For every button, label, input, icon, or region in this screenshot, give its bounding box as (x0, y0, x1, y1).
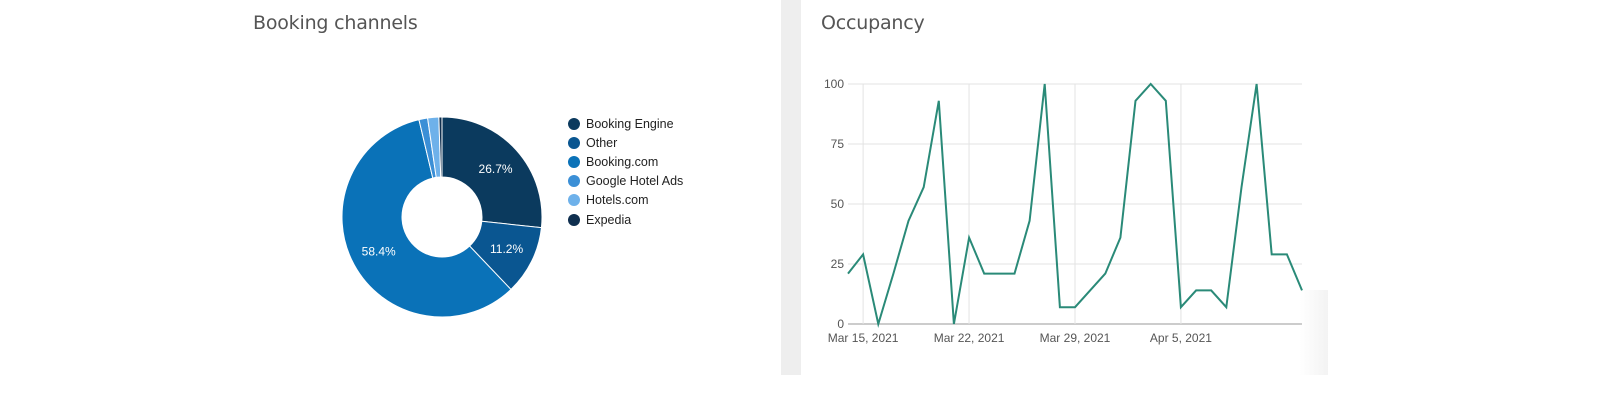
scroll-shadow (1300, 290, 1328, 375)
occupancy-data-point[interactable] (966, 235, 972, 241)
occupancy-data-point[interactable] (875, 321, 881, 327)
occupancy-data-point[interactable] (860, 251, 866, 257)
legend-item-booking-engine[interactable]: Booking Engine (568, 114, 683, 133)
legend-item-expedia[interactable]: Expedia (568, 210, 683, 229)
donut-slice-booking-com[interactable] (341, 119, 512, 318)
y-tick-label: 100 (824, 77, 844, 91)
occupancy-data-point[interactable] (890, 271, 896, 277)
occupancy-data-point[interactable] (996, 271, 1002, 277)
occupancy-data-point[interactable] (1208, 287, 1214, 293)
occupancy-data-point[interactable] (1117, 235, 1123, 241)
occupancy-data-point[interactable] (1072, 304, 1078, 310)
occupancy-data-point[interactable] (1102, 271, 1108, 277)
legend-swatch (568, 117, 580, 130)
occupancy-data-point[interactable] (1223, 304, 1229, 310)
legend-swatch (568, 194, 580, 207)
legend-label: Expedia (586, 212, 632, 227)
occupancy-data-point[interactable] (1238, 184, 1244, 190)
occupancy-data-point[interactable] (1178, 304, 1184, 310)
occupancy-data-point[interactable] (1057, 304, 1063, 310)
legend-item-hotels-com[interactable]: Hotels.com (568, 191, 683, 210)
y-tick-label: 0 (837, 317, 844, 331)
booking-channels-donut-chart: 26.7% 11.2% 58.4% (341, 116, 543, 318)
legend-item-other[interactable]: Other (568, 133, 683, 152)
donut-slice-label: 58.4% (362, 244, 396, 258)
booking-channels-card: Booking channels 26.7% 11.2% 58.4% Booking… (0, 0, 780, 401)
panel-divider (781, 0, 801, 375)
x-tick-label: Mar 29, 2021 (1040, 331, 1111, 345)
occupancy-data-point[interactable] (936, 98, 942, 104)
x-tick-label: Mar 22, 2021 (934, 331, 1005, 345)
occupancy-card: Occupancy 0 25 50 75 100 Mar 15, 2021 Mar 22, … (801, 0, 1328, 375)
occupancy-series-line[interactable] (847, 82, 1303, 328)
occupancy-data-point[interactable] (1269, 251, 1275, 257)
occupancy-data-point[interactable] (1027, 218, 1033, 224)
y-tick-label: 25 (831, 257, 845, 271)
occupancy-data-point[interactable] (906, 218, 912, 224)
occupancy-data-point[interactable] (845, 271, 851, 277)
donut-slice-label: 26.7% (479, 162, 513, 176)
legend-swatch (568, 155, 580, 168)
donut-slice-booking-engine[interactable] (441, 116, 543, 229)
legend-label: Booking.com (586, 154, 659, 169)
occupancy-data-point[interactable] (981, 271, 987, 277)
occupancy-data-point[interactable] (1087, 287, 1093, 293)
occupancy-data-point[interactable] (921, 184, 927, 190)
y-tick-label: 75 (831, 137, 845, 151)
legend-label: Google Hotel Ads (586, 174, 684, 189)
occupancy-data-point[interactable] (1193, 287, 1199, 293)
x-tick-label: Apr 5, 2021 (1150, 331, 1212, 345)
x-tick-label: Mar 15, 2021 (828, 331, 899, 345)
occupancy-data-point[interactable] (1254, 81, 1260, 87)
booking-channels-title: Booking channels (253, 12, 418, 34)
legend-label: Hotels.com (586, 193, 649, 208)
legend-swatch (568, 175, 580, 188)
occupancy-data-point[interactable] (951, 321, 957, 327)
occupancy-data-point[interactable] (1042, 81, 1048, 87)
y-tick-label: 50 (831, 197, 845, 211)
occupancy-data-point[interactable] (1148, 81, 1154, 87)
booking-channels-legend: Booking Engine Other Booking.com Google Hot… (568, 114, 683, 229)
legend-item-google-hotel-ads[interactable]: Google Hotel Ads (568, 172, 683, 191)
occupancy-data-point[interactable] (1011, 271, 1017, 277)
occupancy-title: Occupancy (821, 12, 925, 34)
occupancy-data-point[interactable] (1163, 98, 1169, 104)
legend-label: Booking Engine (586, 116, 674, 131)
legend-item-booking-com[interactable]: Booking.com (568, 152, 683, 171)
donut-slice-label: 11.2% (490, 242, 523, 256)
legend-label: Other (586, 135, 618, 150)
occupancy-data-point[interactable] (1133, 98, 1139, 104)
donut-slice-expedia[interactable] (438, 116, 443, 178)
legend-swatch (568, 136, 580, 149)
occupancy-line-chart: 0 25 50 75 100 Mar 15, 2021 Mar 22, 2021 Mar 29… (824, 77, 1303, 345)
occupancy-data-point[interactable] (1284, 251, 1290, 257)
legend-swatch (568, 213, 580, 226)
